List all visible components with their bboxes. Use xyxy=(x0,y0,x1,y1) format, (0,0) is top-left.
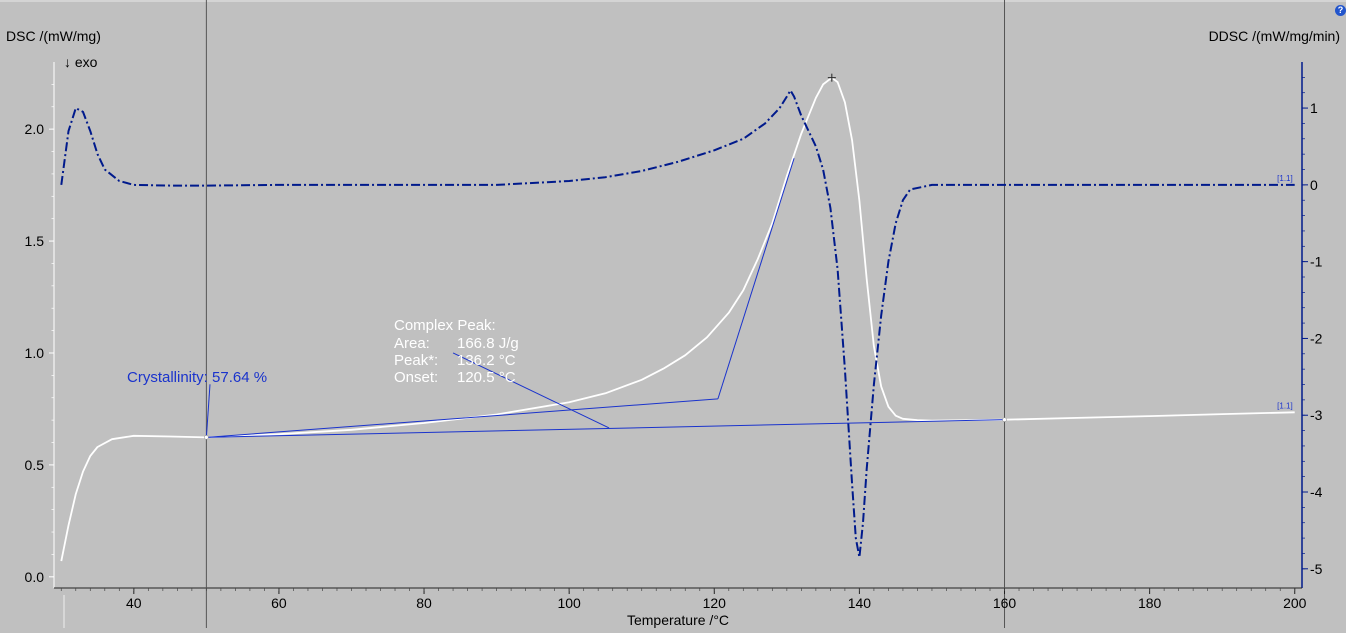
onset-value: 120.5 °C xyxy=(457,369,516,386)
limit-marker xyxy=(204,435,209,440)
x-tick-label: 200 xyxy=(1283,595,1307,611)
dsc-curve xyxy=(60,76,1295,562)
x-tick-label: 180 xyxy=(1138,595,1162,611)
y-right-tick-label: 0 xyxy=(1310,177,1318,193)
ddsc-curve xyxy=(60,89,1295,559)
marker-lines xyxy=(205,0,1006,628)
peak-area-value: 166.8 J/g xyxy=(457,335,519,352)
crystallinity-annotation: Crystallinity: 57.64 % xyxy=(127,369,267,386)
peak-label-leader xyxy=(452,352,610,429)
peak-temp-label: Peak*: xyxy=(394,352,438,369)
series-layer: [1.1] [1.1] xyxy=(60,76,1295,562)
baseline-line xyxy=(206,419,1005,438)
x-tick-label: 160 xyxy=(993,595,1017,611)
peak-temp-value: 136.2 °C xyxy=(457,352,516,369)
y-left-tick-label: 1.5 xyxy=(25,233,45,249)
y-left-tick-label: 2.0 xyxy=(25,121,45,137)
x-tick-label: 60 xyxy=(271,595,287,611)
onset-baseline xyxy=(206,398,718,438)
y-left-tick-label: 0.5 xyxy=(25,457,45,473)
inflection-tangent xyxy=(717,158,795,400)
y-right-tick-label: -3 xyxy=(1310,407,1323,423)
x-tick-label: 40 xyxy=(126,595,142,611)
y-left-tick-label: 0.0 xyxy=(25,569,45,585)
y-right-axis-title: DDSC /(mW/mg/min) xyxy=(1209,28,1340,44)
exo-indicator: ↓ exo xyxy=(64,54,98,70)
x-tick-label: 120 xyxy=(703,595,727,611)
y-right-tick-label: -1 xyxy=(1310,254,1323,270)
dsc-segment-label: [1.1] xyxy=(1277,401,1293,410)
ticks: 40 60 80 100 120 140 160 180 200 0.0 0.5 1.0 1.5 2.0 1… xyxy=(25,77,1323,611)
complex-peak-annotation: Complex Peak: Area: 166.8 J/g Peak*: 136… xyxy=(394,317,519,386)
crystallinity-leader xyxy=(205,384,211,438)
x-tick-label: 140 xyxy=(848,595,872,611)
x-tick-label: 100 xyxy=(557,595,581,611)
complex-peak-title: Complex Peak: xyxy=(394,317,496,334)
x-axis-title: Temperature /°C xyxy=(627,612,729,628)
y-right-tick-label: -2 xyxy=(1310,330,1323,346)
y-right-tick-label: -5 xyxy=(1310,561,1323,577)
y-right-tick-label: 1 xyxy=(1310,100,1318,116)
y-left-tick-label: 1.0 xyxy=(25,345,45,361)
help-icon[interactable]: ? xyxy=(1335,5,1346,16)
limit-marker xyxy=(1002,417,1007,422)
y-right-tick-label: -4 xyxy=(1310,484,1323,500)
peak-area-label: Area: xyxy=(394,335,430,352)
ddsc-segment-label: [1.1] xyxy=(1277,174,1293,183)
y-left-axis-title: DSC /(mW/mg) xyxy=(6,28,101,44)
onset-label: Onset: xyxy=(394,369,438,386)
plot-area xyxy=(54,0,1302,588)
x-tick-label: 80 xyxy=(416,595,432,611)
annotation-lines xyxy=(204,73,1007,440)
